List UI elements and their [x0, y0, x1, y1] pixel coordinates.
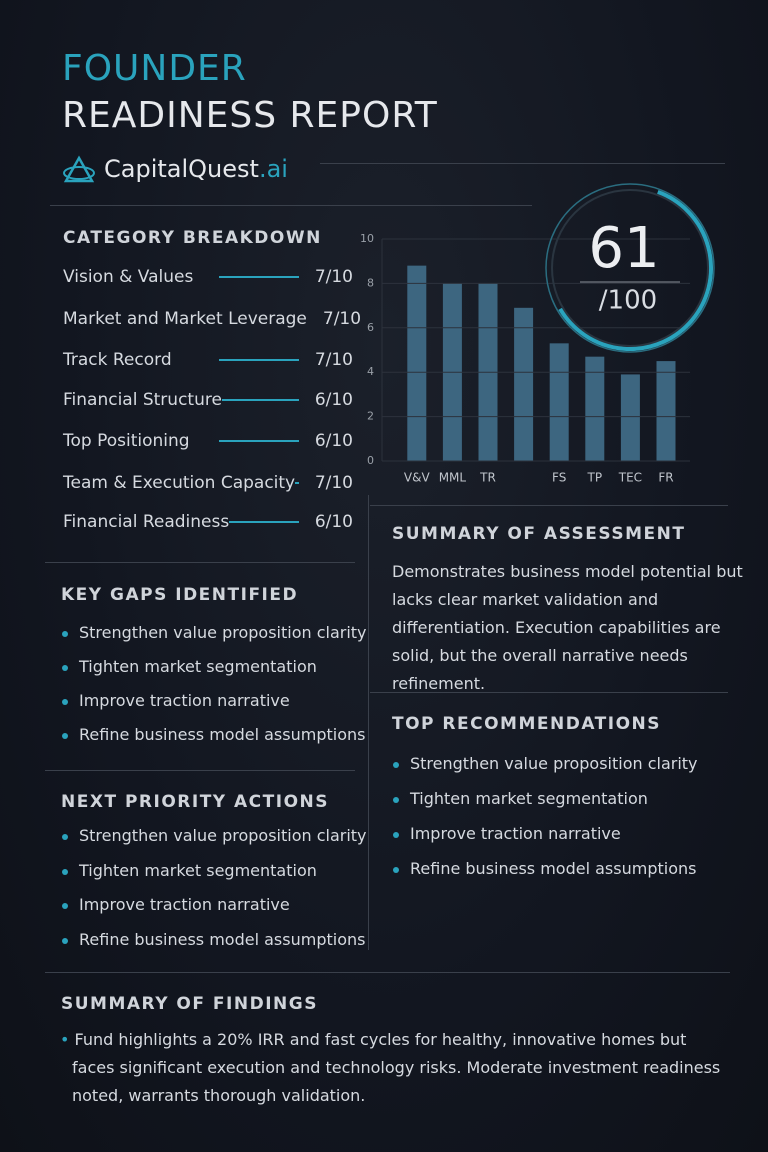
y-tick-label: 10: [360, 232, 374, 245]
section-title: KEY GAPS IDENTIFIED: [61, 585, 299, 605]
divider: [45, 770, 355, 771]
category-line: [229, 521, 299, 523]
bar: [549, 343, 569, 461]
bar: [620, 374, 640, 461]
list-item: Strengthen value proposition clarity: [62, 826, 367, 845]
section-title: CATEGORY BREAKDOWN: [63, 228, 322, 248]
category-row: Market and Market Leverage 7/10: [63, 307, 361, 331]
score-out-of: /100: [599, 286, 657, 316]
category-name: Track Record: [63, 350, 172, 370]
y-tick-label: 2: [367, 410, 374, 423]
brand-name: CapitalQuest: [104, 155, 259, 183]
divider: [370, 692, 728, 693]
list-item: Tighten market segmentation: [62, 657, 317, 676]
section-title: SUMMARY OF FINDINGS: [61, 994, 318, 1014]
score-ring: [545, 183, 715, 353]
category-name: Market and Market Leverage: [63, 309, 307, 329]
score-ring-inner: [551, 189, 709, 347]
category-row: Vision & Values 7/10: [63, 265, 353, 289]
x-tick-label: V&V: [404, 471, 431, 485]
findings-body: Fund highlights a 20% IRR and fast cycle…: [72, 1030, 721, 1105]
list-item: Improve traction narrative: [393, 824, 621, 843]
category-line: [218, 440, 299, 442]
category-row: Track Record 7/10: [63, 348, 353, 372]
bar: [585, 356, 605, 461]
category-line: [218, 276, 299, 278]
category-name: Top Positioning: [63, 431, 190, 451]
x-tick-label: TEC: [618, 471, 642, 485]
category-line: [295, 482, 299, 484]
category-line: [218, 359, 299, 361]
divider: [320, 163, 725, 164]
y-tick-label: 0: [367, 454, 374, 467]
divider: [45, 972, 730, 973]
category-name: Vision & Values: [63, 267, 194, 287]
category-row: Financial Structure 6/10: [63, 388, 353, 412]
bar: [407, 265, 427, 461]
list-item: Improve traction narrative: [62, 691, 290, 710]
divider: [370, 505, 728, 506]
list-item: Refine business model assumptions: [61, 725, 366, 744]
section-title: SUMMARY OF ASSESSMENT: [392, 524, 686, 544]
category-row: Financial Readiness 6/10: [63, 510, 353, 534]
title-line2: READINESS REPORT: [62, 95, 438, 136]
category-score: 7/10: [314, 350, 353, 370]
findings-text: • Fund highlights a 20% IRR and fast cyc…: [60, 1026, 732, 1110]
category-score: 6/10: [314, 431, 353, 451]
category-row: Top Positioning 6/10: [63, 429, 353, 453]
score-value: 61: [588, 216, 659, 281]
title-line1: FOUNDER: [62, 48, 247, 89]
bar: [514, 307, 534, 461]
list-item: Refine business model assumptions: [392, 859, 697, 878]
bar: [656, 361, 676, 461]
list-item: Improve traction narrative: [62, 895, 290, 914]
category-score: 7/10: [314, 473, 353, 493]
section-title: NEXT PRIORITY ACTIONS: [61, 792, 330, 812]
bullet: •: [60, 1030, 70, 1049]
list-item: Strengthen value proposition clarity: [62, 623, 367, 642]
category-score: 6/10: [314, 512, 353, 532]
category-score: 7/10: [322, 309, 362, 329]
divider: [368, 495, 369, 950]
brand-logo: [63, 155, 95, 183]
y-tick-label: 4: [367, 365, 374, 378]
x-tick-label: TP: [587, 471, 603, 485]
x-tick-label: TR: [479, 471, 496, 485]
x-tick-label: FS: [552, 471, 566, 485]
list-item: Refine business model assumptions: [61, 929, 366, 949]
section-title: TOP RECOMMENDATIONS: [392, 714, 662, 734]
category-line: [221, 399, 299, 401]
x-tick-label: FR: [658, 471, 673, 485]
score-arc: [558, 190, 713, 351]
category-name: Financial Readiness: [63, 512, 230, 532]
chart: FR TEC TP FS TR MML V&V 10 8 6 4 2 0 61 /100: [360, 183, 715, 485]
category-score: 7/10: [314, 267, 353, 287]
divider: [45, 562, 355, 563]
assessment-text: Demonstrates business model potential bu…: [392, 562, 743, 693]
category-score: 6/10: [314, 390, 353, 410]
brand: CapitalQuest.ai: [104, 155, 288, 183]
list-item: Tighten market segmentation: [62, 860, 317, 880]
x-tick-label: MML: [439, 471, 467, 485]
divider: [50, 205, 532, 206]
y-tick-label: 8: [367, 276, 374, 289]
brand-suffix: .ai: [258, 155, 288, 183]
category-row: Team & Execution Capacity 7/10: [63, 471, 353, 495]
list-item: Strengthen value proposition clarity: [393, 754, 698, 773]
category-name: Team & Execution Capacity: [63, 473, 296, 493]
list-item: Tighten market segmentation: [393, 789, 648, 808]
category-name: Financial Structure: [63, 390, 222, 410]
y-tick-label: 6: [367, 321, 374, 334]
